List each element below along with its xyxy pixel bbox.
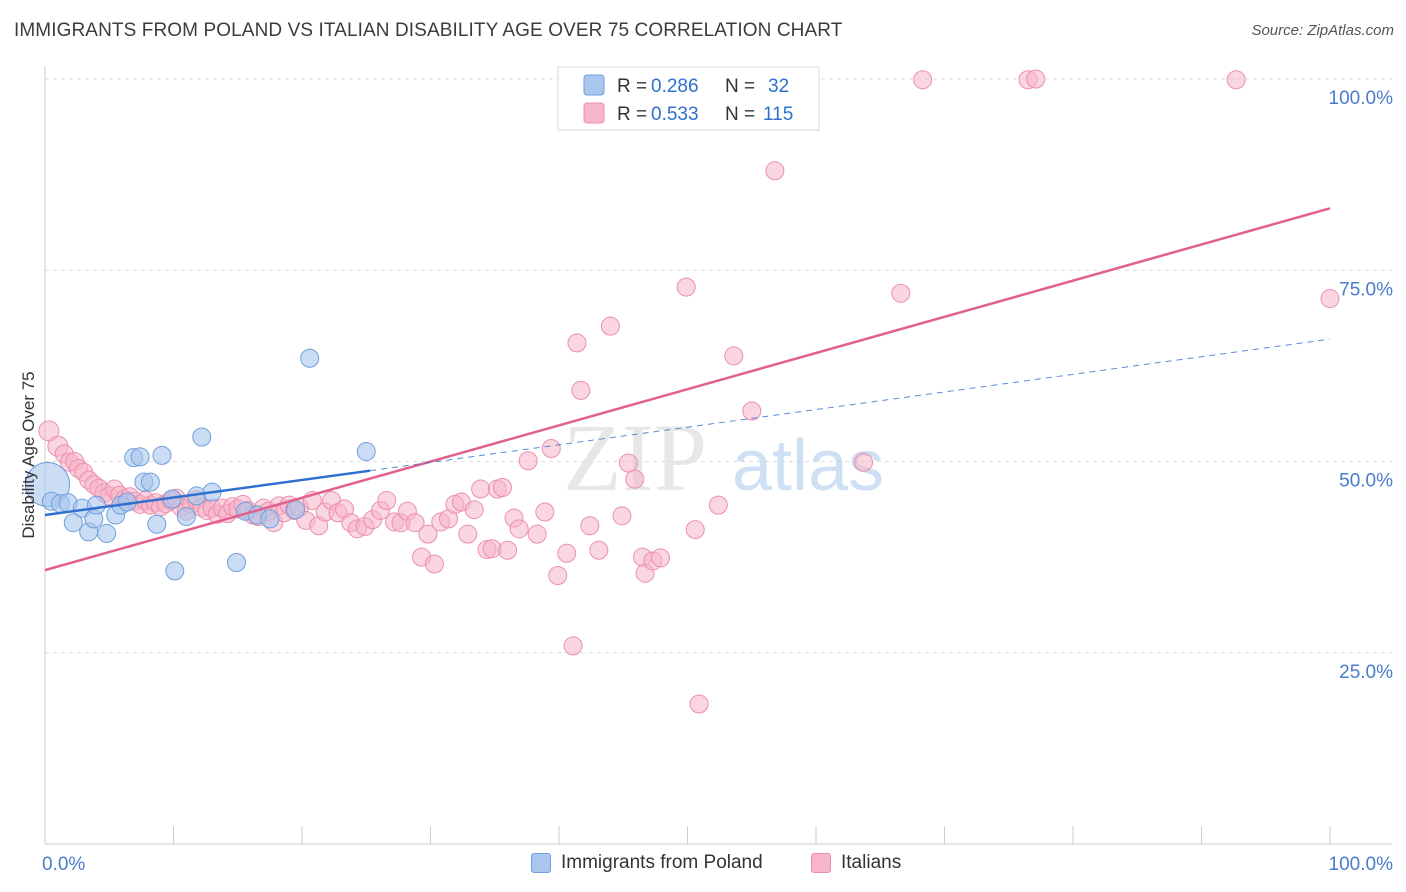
italians-point bbox=[589, 540, 609, 560]
poland-point bbox=[130, 447, 150, 467]
italians-point bbox=[651, 548, 671, 568]
y-tick-label: 25.0% bbox=[1339, 662, 1393, 683]
legend-label-italians: Italians bbox=[841, 852, 902, 873]
poland-point bbox=[63, 513, 83, 533]
italians-trend-line bbox=[44, 207, 1331, 572]
x-tick-label: 0.0% bbox=[42, 854, 85, 875]
legend-swatch-italians bbox=[811, 853, 831, 873]
y-tick-label: 50.0% bbox=[1339, 471, 1393, 492]
italians-point bbox=[913, 70, 933, 90]
italians-point bbox=[765, 161, 785, 181]
legend-top-swatch-italians bbox=[583, 102, 605, 124]
italians-point bbox=[541, 438, 561, 458]
italians-point bbox=[612, 506, 632, 526]
poland-point bbox=[86, 495, 106, 515]
italians-point bbox=[471, 479, 491, 499]
legend-top-swatch-poland bbox=[583, 74, 605, 96]
italians-point bbox=[742, 401, 762, 421]
italians-point bbox=[535, 502, 555, 522]
italians-point bbox=[689, 694, 709, 714]
poland-trend-extension bbox=[370, 338, 1331, 472]
italians-point bbox=[724, 346, 744, 366]
italians-point bbox=[854, 452, 874, 472]
italians-point bbox=[1226, 70, 1246, 90]
italians-point bbox=[618, 453, 638, 473]
legend-item-italians: Italians bbox=[811, 852, 901, 874]
italians-point bbox=[424, 554, 444, 574]
poland-point bbox=[260, 509, 280, 529]
axes bbox=[44, 66, 1392, 845]
y-tick-label: 75.0% bbox=[1339, 279, 1393, 300]
legend-top-n-label: N = bbox=[725, 76, 755, 97]
italians-point bbox=[418, 524, 438, 544]
italians-point bbox=[527, 524, 547, 544]
italians-point bbox=[1026, 69, 1046, 89]
italians-point bbox=[625, 469, 645, 489]
poland-point bbox=[226, 552, 246, 572]
poland-point bbox=[286, 500, 306, 520]
y-tick-label: 100.0% bbox=[1329, 88, 1394, 109]
italians-point bbox=[571, 380, 591, 400]
italians-point bbox=[557, 543, 577, 563]
italians-point bbox=[676, 277, 696, 297]
legend-top-n-label: N = bbox=[725, 104, 755, 125]
italians-point bbox=[580, 516, 600, 536]
poland-point bbox=[165, 561, 185, 581]
italians-point bbox=[891, 283, 911, 303]
italians-point bbox=[548, 565, 568, 585]
italians-point bbox=[464, 500, 484, 520]
legend-top: R = 0.286 N = 32 R = 0.533 N = 115 bbox=[557, 66, 820, 131]
legend-swatch-poland bbox=[531, 853, 551, 873]
italians-point bbox=[563, 636, 583, 656]
legend-item-poland: Immigrants from Poland bbox=[531, 852, 763, 874]
poland-points bbox=[25, 348, 376, 581]
italians-point bbox=[518, 451, 538, 471]
x-tick-labels: 0.0% 100.0% bbox=[42, 854, 1393, 875]
legend-top-r-value: 0.286 bbox=[651, 76, 699, 97]
italians-point bbox=[377, 491, 397, 511]
poland-point bbox=[147, 514, 167, 534]
italians-point bbox=[492, 478, 512, 498]
x-tick-label: 100.0% bbox=[1329, 854, 1394, 875]
gridlines bbox=[45, 78, 1392, 654]
italians-point bbox=[498, 540, 518, 560]
legend-top-r-label: R = bbox=[617, 76, 647, 97]
italians-point bbox=[567, 333, 587, 353]
poland-point bbox=[97, 523, 117, 543]
poland-trend-line bbox=[44, 469, 371, 517]
trend-lines bbox=[44, 207, 1331, 572]
italians-point bbox=[600, 316, 620, 336]
italians-point bbox=[1320, 289, 1340, 309]
poland-point bbox=[356, 442, 376, 462]
poland-point bbox=[300, 348, 320, 368]
poland-point bbox=[192, 427, 212, 447]
italians-point bbox=[708, 495, 728, 515]
legend-label-poland: Immigrants from Poland bbox=[561, 852, 763, 873]
italians-points bbox=[38, 69, 1340, 714]
italians-point bbox=[509, 519, 529, 539]
legend-top-n-value: 115 bbox=[763, 104, 793, 125]
y-tick-labels: 100.0% 75.0% 50.0% 25.0% bbox=[1329, 88, 1394, 683]
legend-top-r-label: R = bbox=[617, 104, 647, 125]
poland-point bbox=[152, 445, 172, 465]
poland-point bbox=[176, 507, 196, 527]
italians-point bbox=[405, 513, 425, 533]
chart-source: Source: ZipAtlas.com bbox=[1251, 22, 1394, 39]
chart-title: IMMIGRANTS FROM POLAND VS ITALIAN DISABI… bbox=[14, 20, 843, 41]
poland-point bbox=[140, 472, 160, 492]
legend-bottom: Immigrants from Poland Italians bbox=[0, 848, 1406, 880]
legend-top-n-value: 32 bbox=[768, 76, 789, 97]
italians-point bbox=[685, 520, 705, 540]
legend-top-r-value: 0.533 bbox=[651, 104, 699, 125]
italians-point bbox=[458, 524, 478, 544]
y-axis-label: Disability Age Over 75 bbox=[19, 371, 38, 538]
